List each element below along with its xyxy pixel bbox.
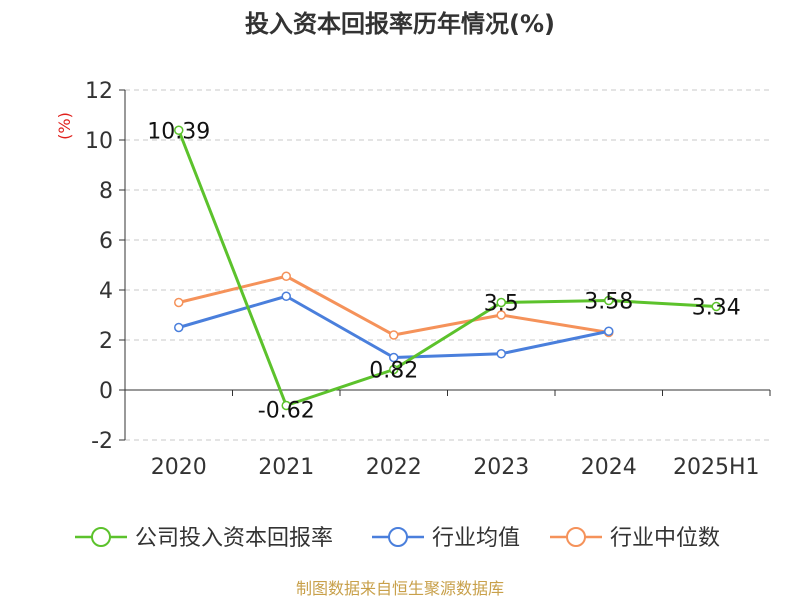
- data-labels: 10.39 -0.62 0.82 3.5 3.58 3.34: [147, 119, 740, 423]
- x-tick-label: 2020: [151, 455, 207, 480]
- data-point: [281, 400, 291, 411]
- legend-item: 行业均值: [372, 526, 520, 551]
- x-tick-label: 2024: [581, 455, 637, 480]
- legend-marker: [566, 527, 586, 547]
- data-point: [496, 349, 506, 359]
- data-point: [604, 295, 614, 306]
- data-label: 10.39: [147, 119, 210, 144]
- data-point: [389, 364, 399, 375]
- data-label: -0.62: [258, 399, 315, 424]
- y-tick-label: 8: [99, 179, 113, 204]
- data-point: [604, 326, 614, 336]
- data-point: [711, 301, 721, 312]
- data-point: [174, 125, 184, 135]
- y-tick-label: 0: [99, 379, 113, 404]
- data-label: 3.58: [584, 290, 633, 315]
- series-line: [177, 129, 717, 407]
- y-tick-label: 2: [99, 329, 113, 354]
- legend: 公司投入资本回报率 行业均值 行业中位数: [75, 526, 720, 551]
- series-layer: [174, 125, 721, 411]
- legend-label: 公司投入资本回报率: [135, 526, 333, 551]
- legend-marker: [91, 527, 111, 547]
- data-label: 3.34: [692, 296, 741, 321]
- source-note: 制图数据来自恒生聚源数据库: [296, 579, 504, 598]
- data-label: 0.82: [369, 359, 418, 384]
- y-tick-label: 4: [99, 279, 113, 304]
- data-point: [174, 297, 184, 308]
- data-point: [281, 291, 291, 301]
- y-tick-label: 10: [85, 129, 113, 154]
- grid: [125, 89, 770, 441]
- legend-item: 公司投入资本回报率: [75, 526, 333, 551]
- data-point: [496, 297, 506, 308]
- series-line: [178, 294, 610, 359]
- legend-label: 行业均值: [432, 526, 520, 551]
- series-line: [178, 274, 609, 337]
- y-tick-label: 6: [99, 229, 113, 254]
- legend-label: 行业中位数: [610, 526, 720, 551]
- data-point: [496, 310, 506, 320]
- data-point: [389, 330, 399, 340]
- axes: -2 0 2 4 6 8 10 12 2020 2021 2022 2023 2024 2025H1: [85, 79, 771, 480]
- chart-title: 投入资本回报率历年情况(%): [245, 10, 555, 38]
- x-tick-label: 2022: [366, 455, 422, 480]
- y-axis-label: (%): [55, 112, 74, 140]
- data-label: 3.5: [484, 292, 519, 317]
- data-point: [281, 271, 291, 281]
- x-tick-label: 2025H1: [673, 455, 760, 480]
- legend-item: 行业中位数: [550, 526, 720, 551]
- data-point: [389, 352, 399, 363]
- legend-marker: [388, 527, 408, 547]
- data-point: [174, 322, 184, 333]
- x-tick-label: 2023: [473, 455, 529, 480]
- y-tick-label: -2: [91, 429, 113, 454]
- y-tick-label: 12: [85, 79, 113, 104]
- x-tick-label: 2021: [258, 455, 314, 480]
